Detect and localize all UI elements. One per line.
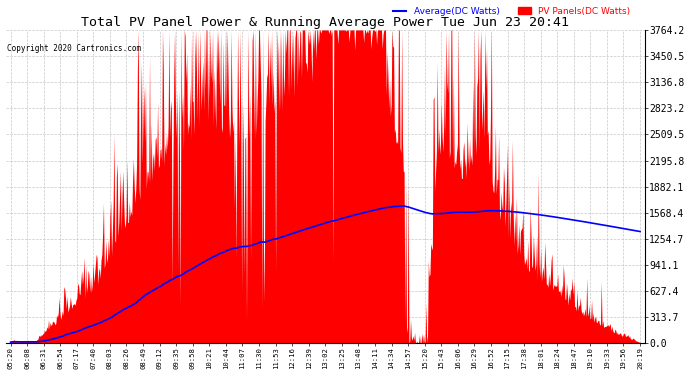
Text: Copyright 2020 Cartronics.com: Copyright 2020 Cartronics.com: [7, 44, 141, 52]
Title: Total PV Panel Power & Running Average Power Tue Jun 23 20:41: Total PV Panel Power & Running Average P…: [81, 16, 569, 29]
Legend: Average(DC Watts), PV Panels(DC Watts): Average(DC Watts), PV Panels(DC Watts): [389, 3, 634, 19]
